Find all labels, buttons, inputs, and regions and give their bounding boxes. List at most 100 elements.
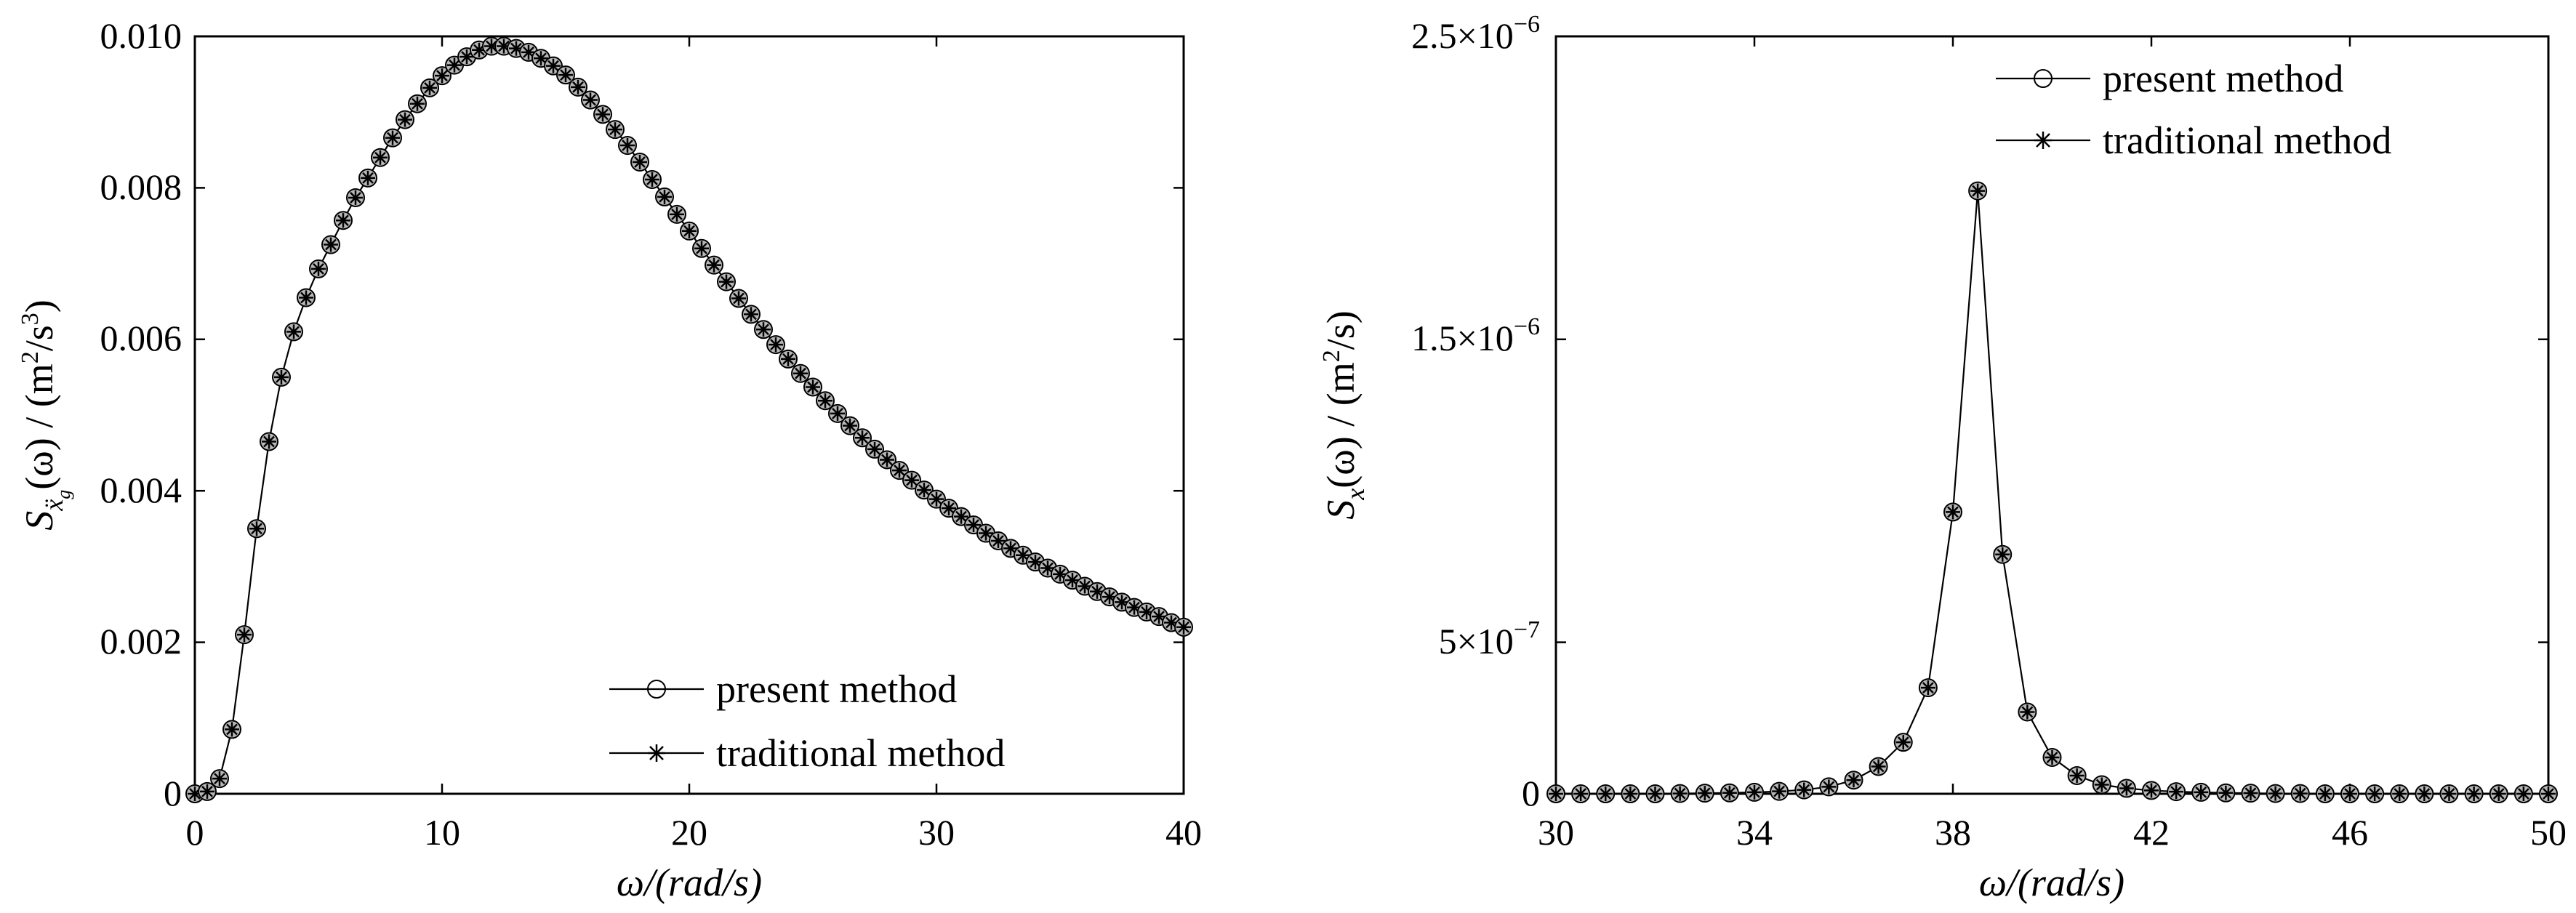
x-tick-labels: 30 34 38 42 46 50 xyxy=(1538,812,2567,853)
data-point-traditional xyxy=(1697,786,1712,801)
data-point-traditional xyxy=(1672,786,1688,801)
data-point-traditional xyxy=(361,170,375,185)
data-point-traditional xyxy=(2292,786,2308,801)
axis-ticks xyxy=(1554,35,2550,795)
data-point-traditional xyxy=(657,189,672,204)
data-point-traditional xyxy=(1016,547,1030,563)
y-tick-labels: 0 5×10−7 1.5×10−6 2.5×10−6 xyxy=(1411,11,1540,813)
data-point-traditional xyxy=(917,483,931,498)
chart-right: 30 34 38 42 46 50 0 5×10−7 1.5×10−6 2.5×… xyxy=(1318,11,2567,904)
data-point-traditional xyxy=(1920,680,1935,696)
y-axis-label: Sx(ω) / (m2/s) xyxy=(1318,310,1370,519)
data-point-traditional xyxy=(385,130,400,145)
data-point-traditional xyxy=(2020,704,2035,720)
data-point-traditional xyxy=(719,274,734,289)
legend-label-present: present method xyxy=(716,667,957,711)
chart-left: 0 10 20 30 40 0 0.002 0.004 0.006 0.008 … xyxy=(17,15,1202,904)
x-tick-label: 34 xyxy=(1736,812,1773,853)
series-line xyxy=(1556,190,2548,795)
legend-label-traditional: traditional method xyxy=(716,731,1005,775)
data-point-traditional xyxy=(286,324,301,339)
x-tick-label: 38 xyxy=(1935,812,1971,853)
data-point-traditional xyxy=(2243,786,2258,801)
data-point-traditional xyxy=(2417,787,2432,801)
data-point-traditional xyxy=(608,122,622,137)
data-point-traditional xyxy=(1772,784,1787,799)
legend-star-marker xyxy=(2034,132,2052,149)
data-point-traditional xyxy=(484,39,499,54)
x-tick-label: 42 xyxy=(2133,812,2170,853)
legend-circle-marker xyxy=(647,680,666,699)
data-point-traditional xyxy=(212,771,227,787)
data-point-traditional xyxy=(830,406,845,421)
data-point-traditional xyxy=(373,150,388,165)
data-point-traditional xyxy=(707,257,721,273)
data-point-traditional xyxy=(2343,787,2357,801)
data-point-traditional xyxy=(954,509,968,524)
y-tick-label: 0 xyxy=(164,773,182,813)
data-point-traditional xyxy=(1623,787,1638,801)
plot-frame xyxy=(193,35,1185,795)
data-point-traditional xyxy=(2194,784,2209,800)
y-axis-label: Sẍg(ω) / (m2/s3) xyxy=(17,299,74,531)
data-point-traditional xyxy=(262,434,276,449)
data-point-traditional xyxy=(744,307,758,322)
data-point-traditional xyxy=(769,337,783,353)
data-point-traditional xyxy=(2218,785,2234,800)
series-group xyxy=(1546,181,2558,803)
data-point-traditional xyxy=(1102,590,1117,605)
data-point-traditional xyxy=(336,213,350,228)
y-tick-label: 2.5×10−6 xyxy=(1411,11,1540,56)
y-tick-label: 0.010 xyxy=(100,15,182,56)
data-point-traditional xyxy=(2541,787,2556,801)
data-point-traditional xyxy=(633,154,647,169)
series-line xyxy=(194,45,1184,795)
data-point-traditional xyxy=(324,237,338,252)
y-tick-labels: 0 0.002 0.004 0.006 0.008 0.010 xyxy=(100,15,182,813)
data-point-traditional xyxy=(2069,768,2085,783)
data-point-traditional xyxy=(620,138,635,153)
legend-star-marker xyxy=(648,744,665,762)
data-point-traditional xyxy=(929,491,944,507)
data-point-traditional xyxy=(1176,619,1191,635)
data-point-traditional xyxy=(682,223,697,238)
legend-label-present: present method xyxy=(2103,57,2343,100)
legend: present method traditional method xyxy=(1996,57,2391,162)
data-point-traditional xyxy=(460,49,474,65)
plot-frame xyxy=(1554,35,2550,795)
data-point-traditional xyxy=(1995,547,2010,562)
data-point-traditional xyxy=(225,722,239,737)
y-tick-label: 0.006 xyxy=(100,318,182,358)
data-point-traditional xyxy=(583,92,598,108)
data-point-traditional xyxy=(2144,783,2159,798)
data-point-traditional xyxy=(979,526,993,541)
data-point-traditional xyxy=(1871,759,1886,774)
data-point-traditional xyxy=(1895,735,1911,750)
data-point-traditional xyxy=(991,533,1006,548)
x-tick-label: 50 xyxy=(2530,812,2567,853)
data-point-traditional xyxy=(1573,787,1589,801)
x-tick-label: 20 xyxy=(671,812,707,853)
x-tick-label: 0 xyxy=(186,812,204,853)
data-point-traditional xyxy=(880,452,894,467)
x-tick-labels: 0 10 20 30 40 xyxy=(186,812,1203,853)
y-tick-label: 1.5×10−6 xyxy=(1411,313,1540,358)
data-point-traditional xyxy=(311,261,326,276)
data-point-traditional xyxy=(1747,784,1762,800)
data-point-traditional xyxy=(756,322,771,337)
data-point-traditional xyxy=(818,393,832,409)
data-point-traditional xyxy=(2516,787,2531,801)
x-axis-label: ω/(rad/s) xyxy=(617,861,762,904)
data-point-traditional xyxy=(2367,787,2383,801)
y-tick-label: 0.004 xyxy=(100,470,182,510)
x-tick-label: 10 xyxy=(424,812,460,853)
data-point-traditional xyxy=(2466,787,2481,801)
data-point-traditional xyxy=(2119,781,2134,796)
data-point-traditional xyxy=(2268,786,2283,801)
data-point-traditional xyxy=(670,206,684,222)
data-point-traditional xyxy=(249,521,264,536)
legend-circle-marker xyxy=(2034,69,2053,88)
data-point-traditional xyxy=(2441,787,2457,801)
data-point-traditional xyxy=(645,172,659,187)
